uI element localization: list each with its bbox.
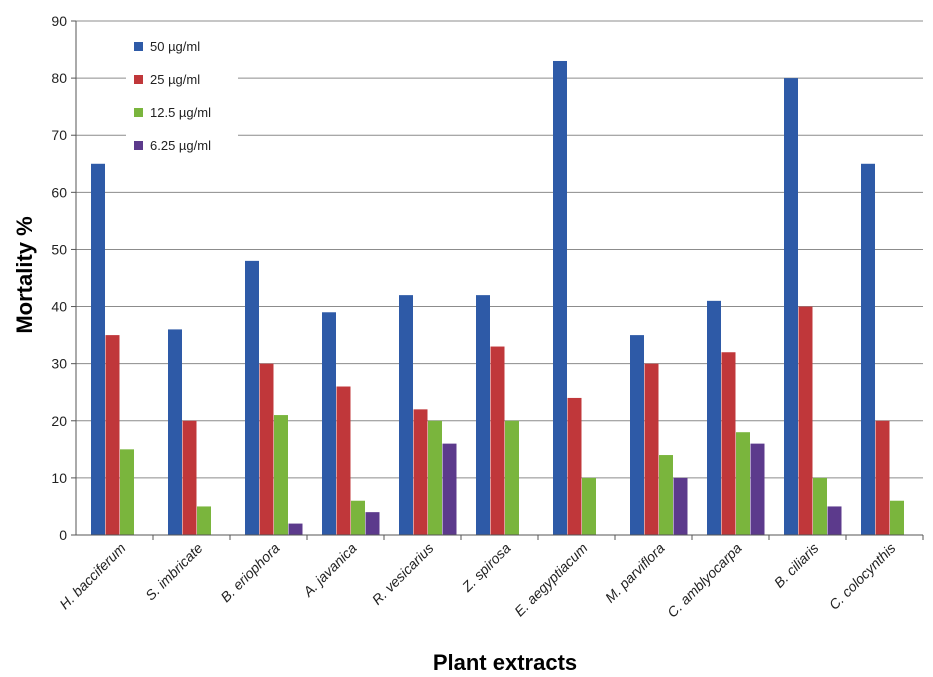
x-category-label: B. ciliaris bbox=[771, 540, 822, 591]
bar bbox=[813, 477, 827, 535]
bar bbox=[322, 312, 336, 535]
legend-box bbox=[126, 30, 238, 170]
y-axis-title: Mortality % bbox=[12, 216, 37, 333]
bar bbox=[890, 500, 904, 535]
x-category-label: C. colocynthis bbox=[826, 540, 899, 613]
bar bbox=[168, 329, 182, 535]
legend-swatch bbox=[134, 42, 143, 51]
legend-swatch bbox=[134, 75, 143, 84]
x-category-label: S. imbricate bbox=[142, 540, 206, 604]
legend-swatch bbox=[134, 141, 143, 150]
y-tick-label: 50 bbox=[51, 241, 67, 257]
bar bbox=[750, 443, 765, 535]
y-tick-label: 40 bbox=[51, 299, 67, 315]
bar bbox=[428, 420, 442, 535]
bar bbox=[351, 500, 365, 535]
x-category-label: Z. spirosa bbox=[458, 540, 514, 596]
bar bbox=[288, 523, 303, 535]
bar bbox=[827, 506, 842, 535]
x-category-label: E. aegyptiacum bbox=[511, 540, 591, 620]
bar bbox=[365, 512, 380, 535]
x-category-label: C. amblyocarpa bbox=[664, 540, 745, 621]
bar bbox=[875, 420, 890, 535]
bar bbox=[105, 335, 120, 535]
y-tick-label: 60 bbox=[51, 184, 67, 200]
x-category-label: R. vesicarius bbox=[369, 540, 437, 608]
bar bbox=[399, 295, 413, 535]
legend-label: 12.5 µg/ml bbox=[150, 105, 211, 120]
bar bbox=[505, 420, 519, 535]
legend-label: 50 µg/ml bbox=[150, 39, 200, 54]
y-tick-label: 70 bbox=[51, 127, 67, 143]
y-tick-label: 90 bbox=[51, 13, 67, 29]
bar bbox=[336, 386, 351, 535]
bar bbox=[442, 443, 457, 535]
legend-swatch bbox=[134, 108, 143, 117]
bar bbox=[784, 78, 798, 535]
bar bbox=[721, 352, 736, 535]
x-category-label: M. parviflora bbox=[602, 540, 668, 606]
y-tick-label: 80 bbox=[51, 70, 67, 86]
x-category-label: B. eriophora bbox=[217, 540, 282, 605]
legend: 50 µg/ml 25 µg/ml 12.5 µg/ml 6.25 µg/ml bbox=[126, 30, 238, 170]
bar bbox=[553, 60, 567, 535]
bar bbox=[413, 409, 428, 535]
bar bbox=[861, 163, 875, 535]
bar bbox=[630, 335, 644, 535]
bars bbox=[91, 60, 904, 535]
bar bbox=[707, 300, 721, 535]
y-tick-label: 30 bbox=[51, 356, 67, 372]
legend-label: 6.25 µg/ml bbox=[150, 138, 211, 153]
bar bbox=[673, 477, 688, 535]
bar bbox=[644, 363, 659, 535]
x-axis-title: Plant extracts bbox=[433, 650, 577, 675]
bar bbox=[274, 415, 288, 535]
bar bbox=[736, 432, 750, 535]
x-category-label: A. javanica bbox=[299, 540, 360, 601]
y-tick-label: 10 bbox=[51, 470, 67, 486]
bar bbox=[490, 346, 505, 535]
y-tick-label: 0 bbox=[59, 527, 67, 543]
bar bbox=[245, 260, 259, 535]
bar bbox=[182, 420, 197, 535]
bar bbox=[120, 449, 134, 535]
bar bbox=[476, 295, 490, 535]
x-category-label: H. bacciferum bbox=[56, 540, 129, 613]
y-tick-label: 20 bbox=[51, 413, 67, 429]
bar bbox=[567, 397, 582, 535]
bar bbox=[798, 306, 813, 535]
legend-label: 25 µg/ml bbox=[150, 72, 200, 87]
bar bbox=[659, 455, 673, 535]
bar bbox=[259, 363, 274, 535]
bar bbox=[582, 477, 596, 535]
bar bbox=[91, 163, 105, 535]
bar bbox=[197, 506, 211, 535]
